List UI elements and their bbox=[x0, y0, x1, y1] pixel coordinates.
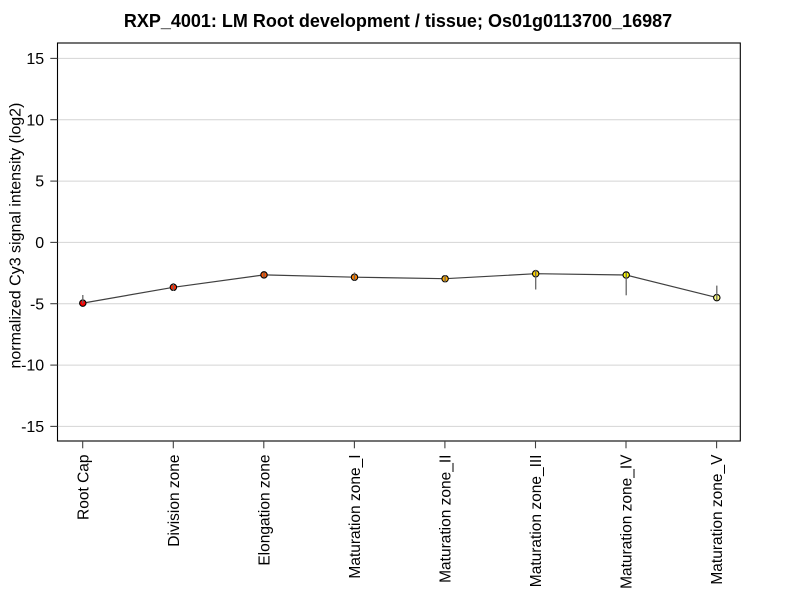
svg-text:Maturation zone_III: Maturation zone_III bbox=[528, 455, 545, 588]
svg-text:10: 10 bbox=[26, 112, 44, 129]
svg-text:-10: -10 bbox=[21, 358, 44, 375]
svg-text:-15: -15 bbox=[21, 419, 44, 436]
svg-text:Root Cap: Root Cap bbox=[75, 455, 92, 520]
svg-text:Maturation zone_IV: Maturation zone_IV bbox=[619, 454, 636, 589]
svg-text:Maturation zone_II: Maturation zone_II bbox=[438, 455, 455, 583]
svg-text:Maturation zone_V: Maturation zone_V bbox=[709, 454, 726, 585]
svg-text:normalized Cy3 signal intensit: normalized Cy3 signal intensity (log2) bbox=[8, 103, 25, 369]
svg-text:Maturation zone_I: Maturation zone_I bbox=[347, 455, 364, 579]
svg-text:RXP_4001: LM Root development: RXP_4001: LM Root development / tissue; … bbox=[124, 11, 672, 31]
svg-text:-5: -5 bbox=[30, 296, 44, 313]
svg-text:0: 0 bbox=[35, 235, 44, 252]
svg-text:Division zone: Division zone bbox=[166, 455, 183, 547]
svg-text:15: 15 bbox=[26, 51, 44, 68]
svg-text:Elongation zone: Elongation zone bbox=[256, 455, 273, 566]
svg-text:5: 5 bbox=[35, 174, 44, 191]
